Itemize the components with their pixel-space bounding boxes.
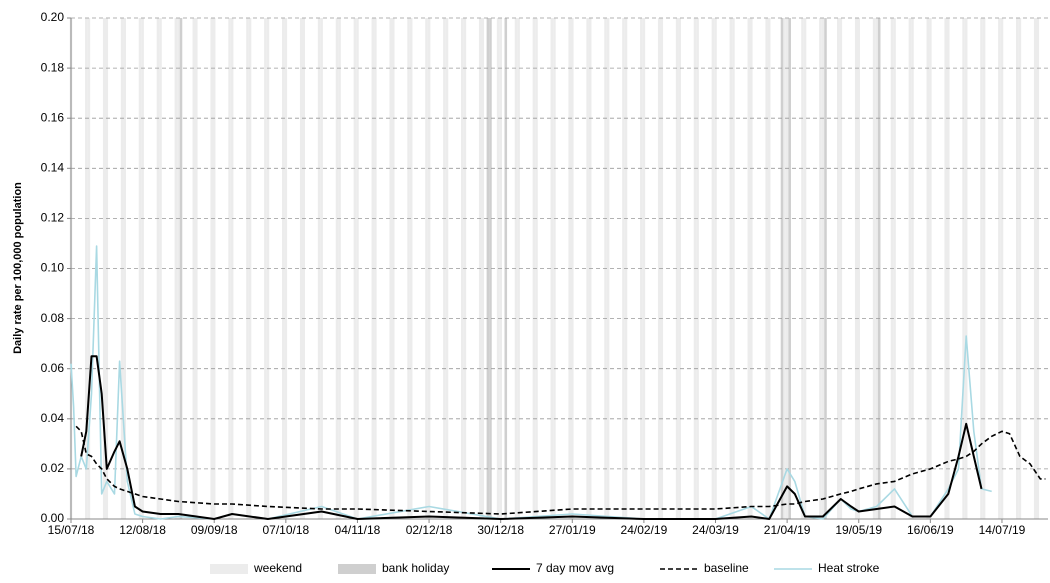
weekend-bar bbox=[195, 18, 198, 519]
x-tick-label: 15/07/18 bbox=[48, 523, 95, 537]
y-tick-label: 0.08 bbox=[41, 311, 65, 325]
weekend-bar bbox=[1000, 18, 1004, 519]
x-tick-label: 24/02/19 bbox=[621, 523, 668, 537]
weekend-bar bbox=[908, 18, 912, 519]
weekend-bar bbox=[836, 18, 840, 519]
weekend-bar bbox=[248, 18, 252, 519]
y-tick-label: 0.10 bbox=[41, 261, 65, 275]
x-tick-label: 14/07/19 bbox=[979, 523, 1026, 537]
weekend-bar bbox=[642, 18, 646, 519]
weekend-bar bbox=[138, 18, 142, 519]
weekend-bar bbox=[461, 18, 464, 519]
legend-label: Heat stroke bbox=[818, 561, 880, 575]
series-line bbox=[70, 245, 992, 520]
weekend-bar bbox=[159, 18, 162, 519]
x-tick-label: 02/12/18 bbox=[406, 523, 453, 537]
weekend-bar bbox=[872, 18, 876, 519]
weekend-bar bbox=[102, 18, 106, 519]
legend-label: baseline bbox=[704, 561, 749, 575]
weekend-bar bbox=[622, 18, 625, 519]
weekend-bar bbox=[747, 18, 751, 519]
weekend-bar bbox=[998, 18, 1001, 519]
x-tick-label: 21/04/19 bbox=[764, 523, 811, 537]
legend-swatch bbox=[210, 564, 248, 574]
weekend-bar bbox=[678, 18, 681, 519]
bank-holiday-bar bbox=[824, 18, 827, 519]
weekend-bar bbox=[586, 18, 589, 519]
weekend-bar bbox=[675, 18, 679, 519]
weekend-bar bbox=[839, 18, 843, 519]
y-tick-label: 0.12 bbox=[41, 211, 65, 225]
weekend-bar bbox=[356, 18, 359, 519]
weekend-bar bbox=[409, 18, 413, 519]
x-tick-label: 24/03/19 bbox=[692, 523, 739, 537]
y-tick-label: 0.06 bbox=[41, 361, 65, 375]
weekend-bar bbox=[228, 18, 231, 519]
legend-label: weekend bbox=[253, 561, 302, 575]
series-line bbox=[75, 425, 1046, 515]
y-tick-label: 0.02 bbox=[41, 461, 65, 475]
weekend-bar bbox=[783, 18, 786, 519]
x-tick-label: 07/10/18 bbox=[262, 523, 309, 537]
legend-label: bank holiday bbox=[382, 561, 449, 575]
weekend-bar bbox=[803, 18, 807, 519]
x-tick-label: 16/06/19 bbox=[907, 523, 954, 537]
legend-swatch bbox=[338, 564, 376, 574]
weekend-bar bbox=[944, 18, 947, 519]
weekend-bar bbox=[550, 18, 554, 519]
weekend-bar bbox=[711, 18, 715, 519]
x-tick-label: 27/01/19 bbox=[549, 523, 596, 537]
weekend-bar bbox=[964, 18, 968, 519]
y-tick-label: 0.14 bbox=[41, 160, 65, 174]
bank-holiday-bar bbox=[179, 18, 183, 519]
series-line bbox=[80, 355, 983, 520]
weekend-bar bbox=[1033, 18, 1037, 519]
weekend-bar bbox=[123, 18, 126, 519]
weekend-bar bbox=[425, 18, 428, 519]
bank-holiday-bar bbox=[489, 18, 492, 519]
x-tick-label: 12/08/18 bbox=[119, 523, 166, 537]
x-tick-label: 30/12/18 bbox=[477, 523, 524, 537]
weekend-bar bbox=[264, 18, 267, 519]
weekend-bar bbox=[299, 18, 303, 519]
legend-label: 7 day mov avg bbox=[536, 561, 614, 575]
weekend-bar bbox=[389, 18, 392, 519]
weekend-bar bbox=[517, 18, 520, 519]
weekend-bar bbox=[284, 18, 288, 519]
weekend-bar bbox=[929, 18, 932, 519]
x-tick-label: 19/05/19 bbox=[835, 523, 882, 537]
weekend-bar bbox=[571, 18, 574, 519]
x-tick-label: 04/11/18 bbox=[335, 523, 381, 537]
weekend-bar bbox=[320, 18, 323, 519]
weekend-bar bbox=[606, 18, 610, 519]
weekend-bar bbox=[174, 18, 178, 519]
weekend-bar bbox=[732, 18, 735, 519]
y-tick-label: 0.00 bbox=[41, 511, 65, 525]
y-tick-label: 0.18 bbox=[41, 60, 65, 74]
y-tick-label: 0.20 bbox=[41, 10, 65, 24]
weekend-bar bbox=[767, 18, 771, 519]
weekend-bar bbox=[514, 18, 518, 519]
weekend-bar bbox=[893, 18, 896, 519]
y-tick-label: 0.16 bbox=[41, 110, 65, 124]
weekend-bar bbox=[335, 18, 339, 519]
weekend-bar bbox=[445, 18, 449, 519]
x-tick-label: 09/09/18 bbox=[191, 523, 238, 537]
y-tick-label: 0.04 bbox=[41, 411, 65, 425]
bank-holiday-bar bbox=[788, 18, 791, 519]
bank-holiday-bar bbox=[780, 18, 784, 519]
weekend-bar bbox=[481, 18, 485, 519]
y-axis-label: Daily rate per 100,000 population bbox=[12, 182, 24, 354]
